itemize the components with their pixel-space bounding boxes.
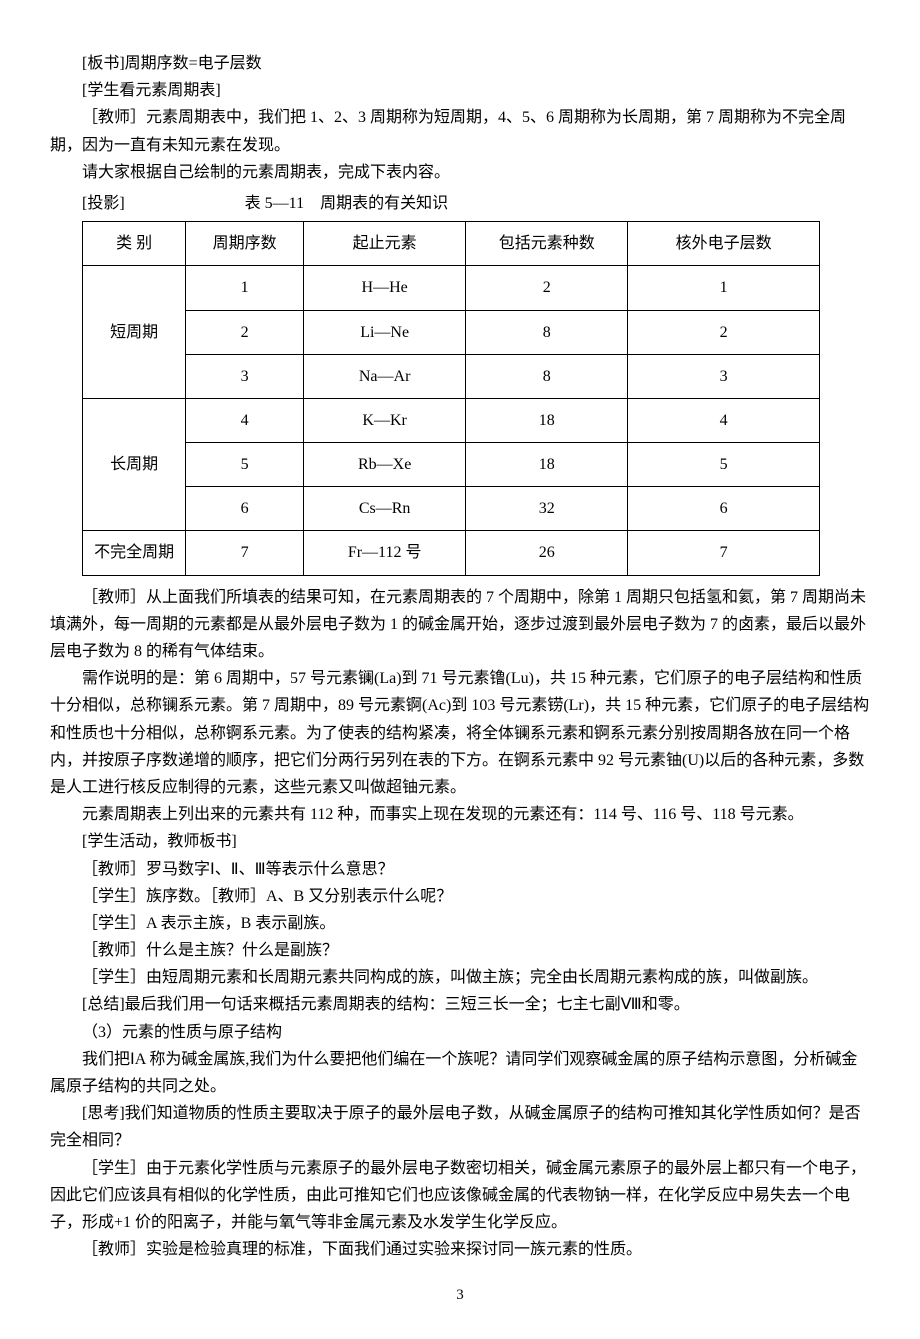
table-header: 周期序数: [186, 222, 304, 266]
table-row: 短周期1H—He21: [83, 266, 820, 310]
table-row: 6Cs—Rn326: [83, 487, 820, 531]
table-row: 不完全周期7Fr—112 号267: [83, 531, 820, 575]
caption-center: 表 5—11 周期表的有关知识: [125, 190, 870, 217]
table-cell: 4: [628, 398, 820, 442]
table-cell: Li—Ne: [304, 310, 466, 354]
paragraph: 我们把ⅠA 称为碱金属族,我们为什么要把他们编在一个族呢？请同学们观察碱金属的原…: [50, 1046, 870, 1100]
table-header: 类 别: [83, 222, 186, 266]
paragraph: ［教师］实验是检验真理的标准，下面我们通过实验来探讨同一族元素的性质。: [50, 1236, 870, 1263]
paragraph: ［学生］由于元素化学性质与元素原子的最外层电子数密切相关，碱金属元素原子的最外层…: [50, 1155, 870, 1237]
table-cell: 5: [186, 443, 304, 487]
table-cell: Rb—Xe: [304, 443, 466, 487]
table-header: 起止元素: [304, 222, 466, 266]
paragraph: [板书]周期序数=电子层数: [50, 50, 870, 77]
paragraph: [思考]我们知道物质的性质主要取决于原子的最外层电子数，从碱金属原子的结构可推知…: [50, 1100, 870, 1154]
table-cell: 1: [628, 266, 820, 310]
page-number: 3: [50, 1283, 870, 1309]
paragraph: ［教师］元素周期表中，我们把 1、2、3 周期称为短周期，4、5、6 周期称为长…: [50, 104, 870, 158]
table-row: 5Rb—Xe185: [83, 443, 820, 487]
table-cell: 8: [466, 310, 628, 354]
paragraph: 需作说明的是：第 6 周期中，57 号元素镧(La)到 71 号元素镥(Lu)，…: [50, 665, 870, 801]
table-cell: 18: [466, 443, 628, 487]
table-cell: Cs—Rn: [304, 487, 466, 531]
paragraph: [总结]最后我们用一句话来概括元素周期表的结构：三短三长一全；七主七副Ⅷ和零。: [50, 991, 870, 1018]
table-cell-category: 不完全周期: [83, 531, 186, 575]
table-cell: K—Kr: [304, 398, 466, 442]
table-cell: 18: [466, 398, 628, 442]
caption-left: [投影]: [50, 190, 125, 217]
document-page: [板书]周期序数=电子层数 [学生看元素周期表] ［教师］元素周期表中，我们把 …: [0, 0, 920, 1339]
table-cell-category: 长周期: [83, 398, 186, 531]
table-cell: 6: [628, 487, 820, 531]
paragraph: （3）元素的性质与原子结构: [50, 1019, 870, 1046]
table-cell: 2: [186, 310, 304, 354]
table-row: 2Li—Ne82: [83, 310, 820, 354]
table-row: 3Na—Ar83: [83, 354, 820, 398]
table-header-row: 类 别 周期序数 起止元素 包括元素种数 核外电子层数: [83, 222, 820, 266]
table-cell: 4: [186, 398, 304, 442]
table-cell: H—He: [304, 266, 466, 310]
table-caption: [投影] 表 5—11 周期表的有关知识: [50, 190, 870, 217]
table-cell-category: 短周期: [83, 266, 186, 399]
table-cell: 7: [186, 531, 304, 575]
table-cell: 8: [466, 354, 628, 398]
table-cell: 5: [628, 443, 820, 487]
table-cell: 1: [186, 266, 304, 310]
table-row: 长周期4K—Kr184: [83, 398, 820, 442]
table-cell: 2: [466, 266, 628, 310]
paragraph: ［学生］由短周期元素和长周期元素共同构成的族，叫做主族；完全由长周期元素构成的族…: [50, 964, 870, 991]
table-cell: 2: [628, 310, 820, 354]
paragraph: ［教师］罗马数字Ⅰ、Ⅱ、Ⅲ等表示什么意思？: [50, 856, 870, 883]
table-cell: Na—Ar: [304, 354, 466, 398]
paragraph: [学生看元素周期表]: [50, 77, 870, 104]
table-cell: 3: [186, 354, 304, 398]
table-cell: Fr—112 号: [304, 531, 466, 575]
paragraph: ［学生］族序数。［教师］A、B 又分别表示什么呢？: [50, 883, 870, 910]
table-cell: 3: [628, 354, 820, 398]
table-cell: 32: [466, 487, 628, 531]
paragraph: [学生活动，教师板书]: [50, 828, 870, 855]
paragraph: 请大家根据自己绘制的元素周期表，完成下表内容。: [50, 159, 870, 186]
paragraph: ［学生］A 表示主族，B 表示副族。: [50, 910, 870, 937]
table-cell: 26: [466, 531, 628, 575]
table-cell: 7: [628, 531, 820, 575]
table-header: 包括元素种数: [466, 222, 628, 266]
table-body: 短周期1H—He212Li—Ne823Na—Ar83长周期4K—Kr1845Rb…: [83, 266, 820, 575]
paragraph: ［教师］从上面我们所填表的结果可知，在元素周期表的 7 个周期中，除第 1 周期…: [50, 584, 870, 666]
paragraph: 元素周期表上列出来的元素共有 112 种，而事实上现在发现的元素还有：114 号…: [50, 801, 870, 828]
period-table: 类 别 周期序数 起止元素 包括元素种数 核外电子层数 短周期1H—He212L…: [82, 221, 820, 576]
table-cell: 6: [186, 487, 304, 531]
table-header: 核外电子层数: [628, 222, 820, 266]
paragraph: ［教师］什么是主族？什么是副族？: [50, 937, 870, 964]
